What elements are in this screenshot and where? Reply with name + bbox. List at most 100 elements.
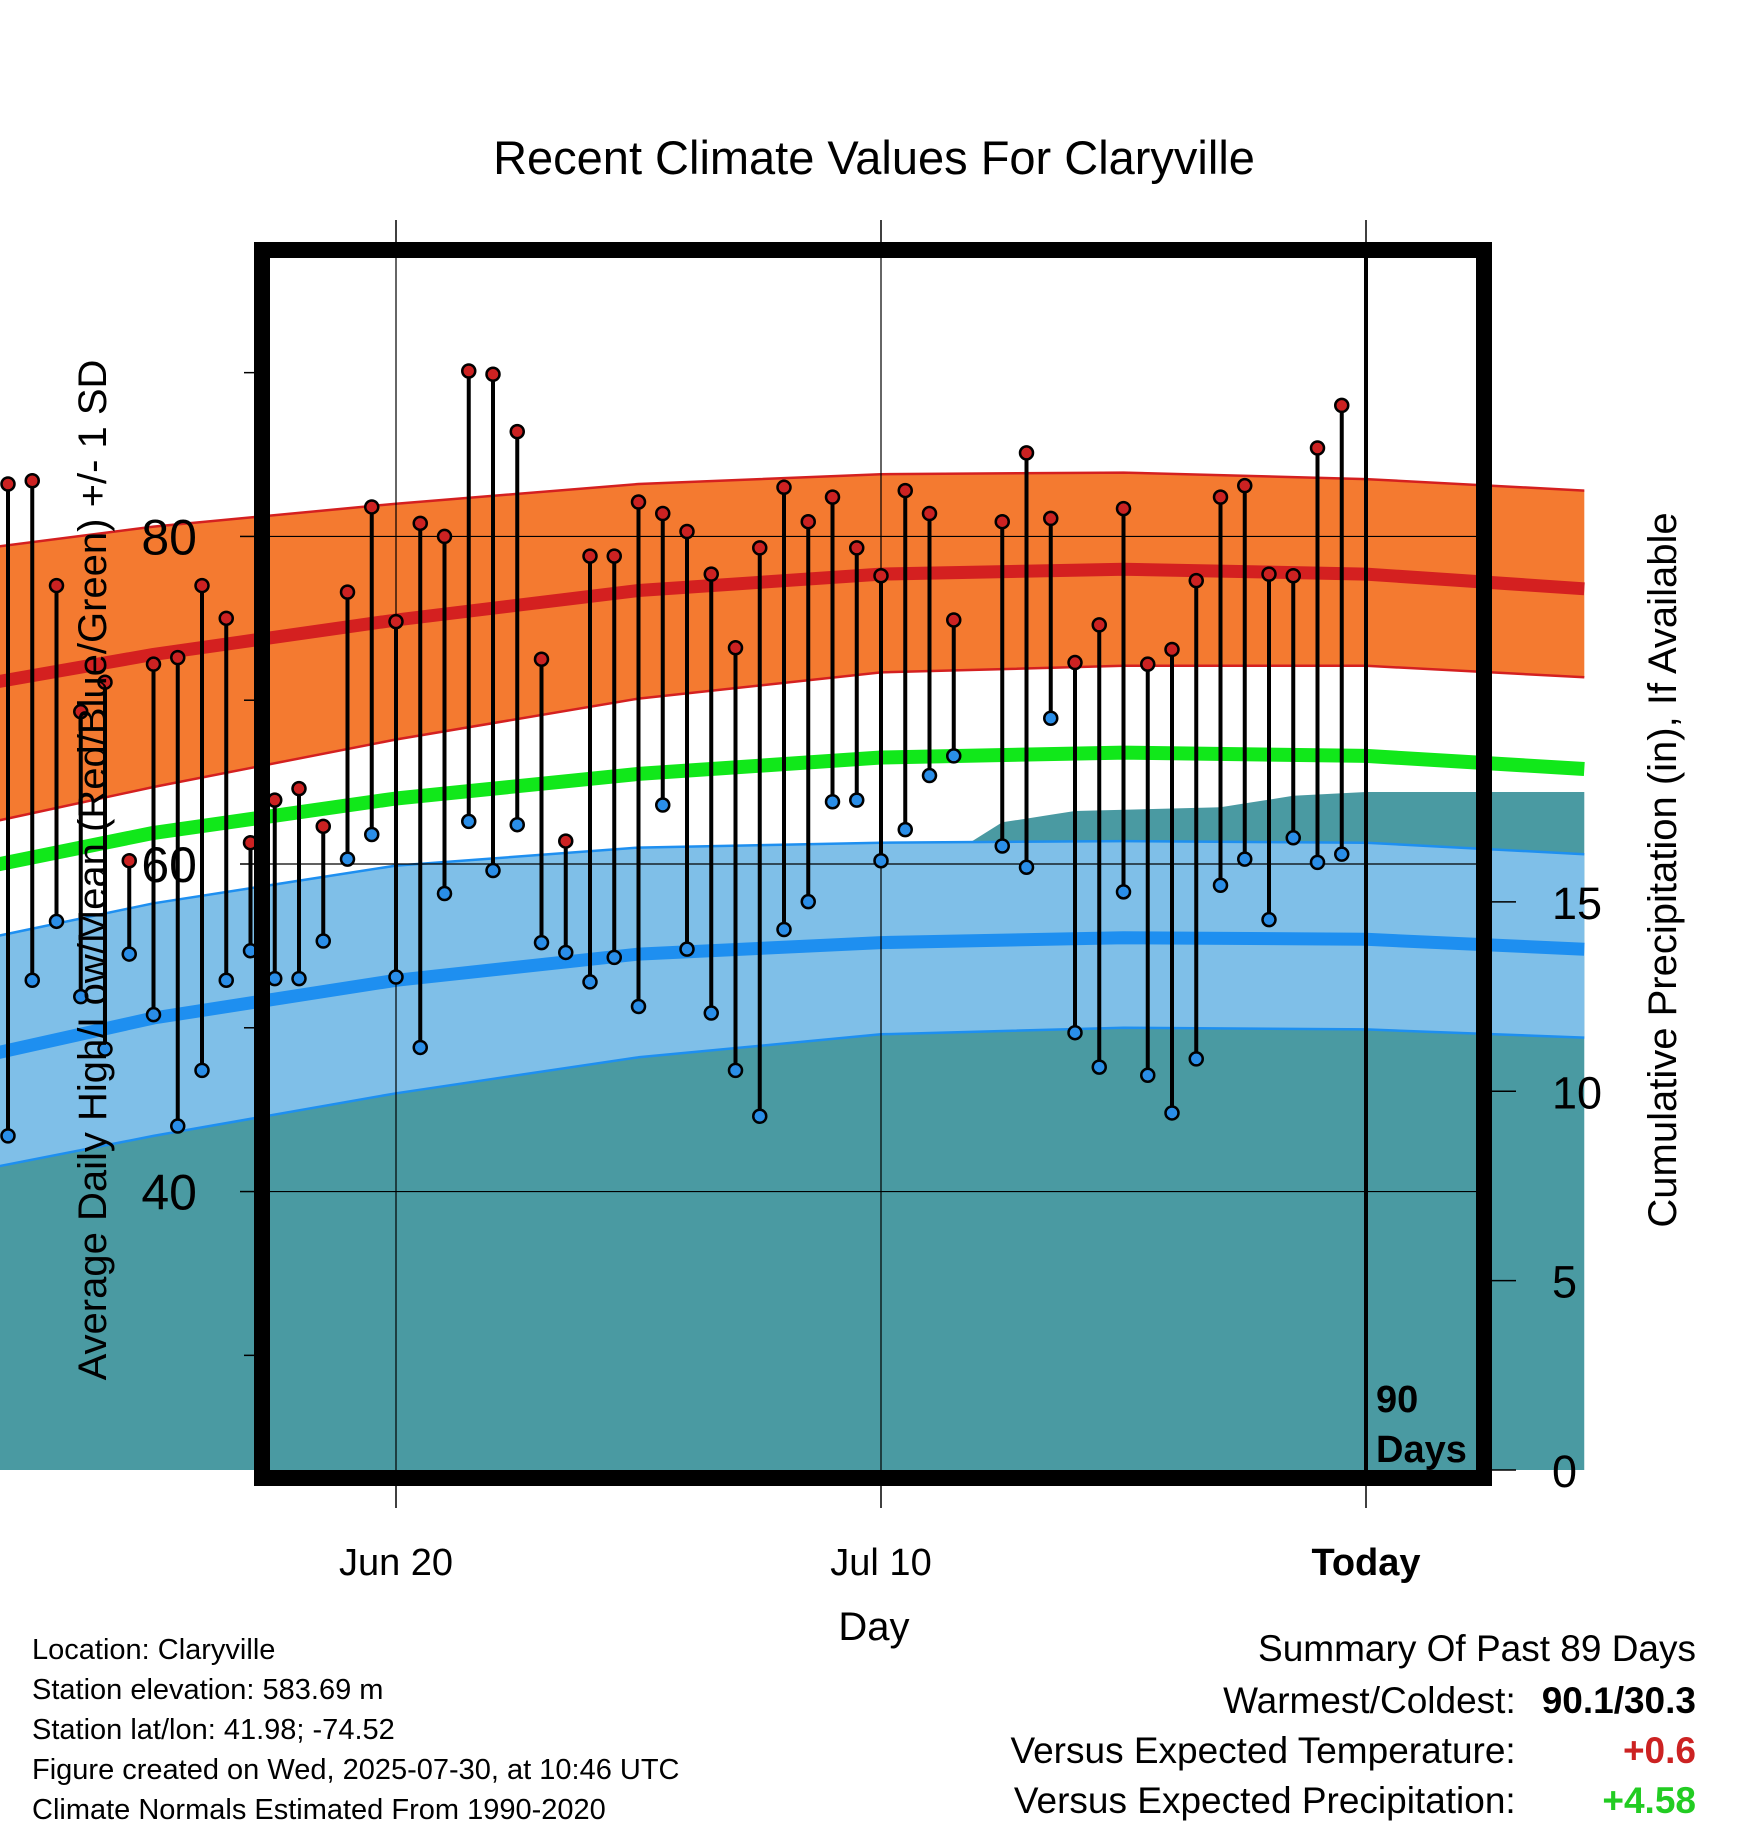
daily-high-point [73, 703, 89, 720]
today-marker-label: Days [1376, 1429, 1467, 1471]
y2-axis-label: Cumulative Precipitation (in), If Availa… [1641, 512, 1685, 1227]
daily-low-point [485, 862, 501, 879]
daily-high-point [655, 505, 671, 522]
summary-precip-row: Versus Expected Precipitation: +4.58 [1014, 1782, 1696, 1819]
y-tick-label: 60 [141, 837, 197, 893]
daily-low-point [291, 970, 307, 987]
daily-low-point [461, 813, 477, 830]
x-axis-label: Day [838, 1605, 909, 1649]
daily-low-point [364, 826, 380, 843]
temp-anomaly-value: +0.6 [1622, 1730, 1696, 1771]
y2-tick-label: 5 [1552, 1257, 1577, 1308]
daily-high-point [606, 548, 622, 564]
warmest-label: Warmest/Coldest: [1223, 1680, 1516, 1721]
daily-low-point [218, 972, 234, 989]
daily-low-point [509, 816, 525, 833]
y-tick-label: 80 [141, 509, 197, 565]
daily-high-point [1115, 500, 1132, 517]
daily-high-point [727, 640, 744, 656]
daily-high-point [48, 577, 65, 594]
daily-low-point [1164, 1105, 1180, 1121]
daily-low-point [24, 972, 40, 989]
daily-high-point [994, 513, 1010, 530]
summary-heading: Summary Of Past 89 Days [1258, 1628, 1696, 1669]
daily-low-point [703, 1005, 719, 1021]
daily-high-point [1164, 641, 1180, 658]
daily-low-point [1285, 830, 1301, 846]
daily-low-point [1115, 884, 1132, 900]
daily-high-point [388, 613, 404, 630]
daily-high-point [1043, 510, 1059, 527]
daily-high-point [436, 528, 453, 545]
daily-high-point [267, 792, 283, 808]
daily-high-point [1334, 397, 1350, 414]
daily-low-point [97, 1041, 113, 1057]
daily-high-point [170, 649, 186, 666]
daily-high-point [1309, 440, 1326, 456]
daily-high-point [533, 651, 550, 668]
daily-low-point [339, 851, 356, 867]
precip-anomaly-value: +4.58 [1602, 1780, 1696, 1821]
daily-high-point [679, 523, 695, 540]
location-text: Location: Claryville [32, 1634, 276, 1666]
y-tick-label: 40 [141, 1165, 197, 1221]
daily-high-point [1067, 654, 1083, 671]
daily-low-point [994, 838, 1010, 854]
daily-high-point [558, 833, 574, 849]
daily-low-point [1043, 710, 1059, 726]
y2-tick-label: 0 [1552, 1446, 1577, 1497]
y2-tick-label: 10 [1552, 1067, 1602, 1118]
daily-low-point [1188, 1051, 1204, 1067]
daily-low-point [48, 913, 65, 930]
daily-high-point [897, 482, 913, 499]
daily-low-point [606, 949, 622, 966]
plot-frame [254, 242, 1492, 1486]
daily-low-point [679, 941, 695, 957]
precip-anomaly-label: Versus Expected Precipitation: [1013, 1780, 1516, 1821]
daily-high-point [776, 479, 792, 496]
daily-high-point [315, 818, 331, 835]
daily-low-point [1212, 877, 1229, 894]
daily-high-point [97, 674, 113, 690]
daily-high-point [703, 566, 719, 582]
daily-high-point [24, 472, 40, 489]
daily-low-point [1091, 1059, 1107, 1075]
chart-title: Recent Climate Values For Claryville [493, 131, 1255, 184]
daily-low-point [267, 970, 283, 987]
daily-high-point [509, 423, 525, 440]
daily-low-point [752, 1108, 768, 1124]
daily-high-point [1091, 617, 1107, 633]
daily-high-point [1237, 477, 1253, 494]
daily-high-point [1018, 445, 1035, 461]
daily-high-point [194, 577, 210, 594]
x-tick-label: Jul 10 [830, 1542, 931, 1584]
daily-low-point [776, 921, 792, 938]
elevation-text: Station elevation: 583.69 m [32, 1674, 384, 1706]
latlon-text: Station lat/lon: 41.98; -74.52 [32, 1714, 395, 1746]
daily-low-point [897, 821, 913, 838]
daily-high-point [800, 513, 816, 530]
today-marker-label: 90 [1376, 1379, 1418, 1421]
daily-high-point [145, 656, 162, 672]
daily-low-point [946, 748, 962, 764]
daily-high-point [946, 612, 962, 628]
daily-high-point [1140, 656, 1156, 672]
daily-high-point [1285, 567, 1301, 584]
daily-high-point [849, 540, 865, 556]
daily-high-point [121, 852, 137, 869]
daily-low-point [533, 934, 550, 951]
daily-low-point [388, 969, 404, 985]
created-text: Figure created on Wed, 2025-07-30, at 10… [32, 1754, 680, 1786]
daily-low-point [1334, 846, 1350, 862]
daily-low-point [800, 893, 816, 910]
daily-low-point [824, 794, 841, 810]
daily-low-point [194, 1062, 210, 1079]
daily-low-point [1261, 911, 1277, 928]
daily-low-point [1237, 851, 1253, 867]
daily-high-point [412, 515, 428, 532]
daily-low-point [121, 946, 137, 962]
daily-high-point [291, 780, 307, 797]
daily-high-point [461, 363, 477, 379]
x-tick-label: Today [1311, 1542, 1420, 1584]
daily-high-point [1212, 489, 1229, 505]
